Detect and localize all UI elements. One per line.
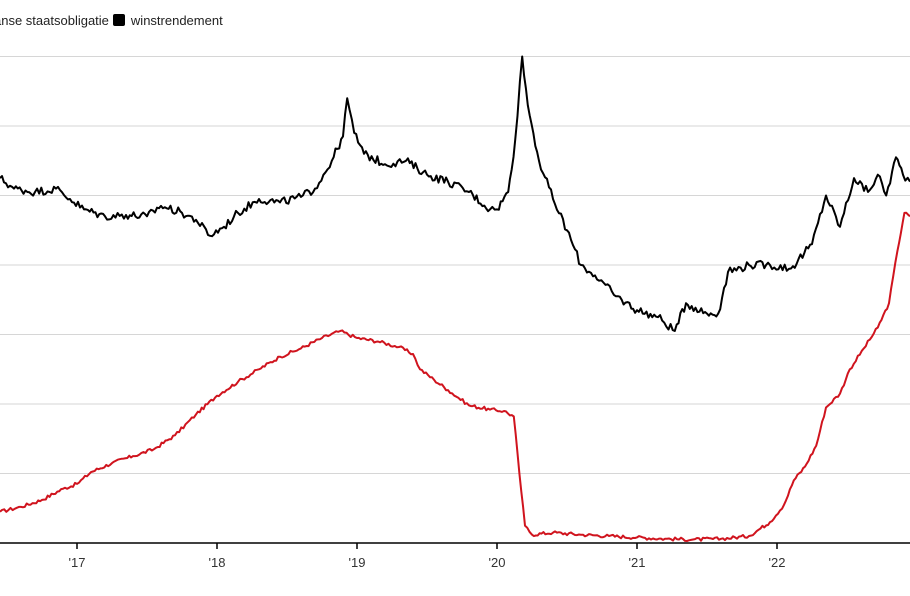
legend-label-earnings-yield: winstrendement — [130, 12, 223, 28]
series-line-earnings-yield — [0, 55, 910, 332]
gridlines — [0, 56, 910, 474]
series-line-bond-yield — [0, 211, 910, 542]
x-tick-label-2018: '18 — [209, 555, 226, 570]
legend-label-bond-yield: anse staatsobligatie — [0, 12, 109, 28]
series-layer — [0, 55, 910, 542]
x-tick-label-2021: '21 — [629, 555, 646, 570]
legend: anse staatsobligatie winstrendement — [0, 10, 225, 30]
x-tick-label-2022: '22 — [769, 555, 786, 570]
x-tick-label-2017: '17 — [69, 555, 86, 570]
legend-swatch-earnings-yield — [112, 14, 125, 26]
x-tick-label-2019: '19 — [349, 555, 366, 570]
x-axis: '17 '18 '19 '20 '21 '22 — [0, 542, 910, 570]
x-tick-label-2020: '20 — [489, 555, 506, 570]
